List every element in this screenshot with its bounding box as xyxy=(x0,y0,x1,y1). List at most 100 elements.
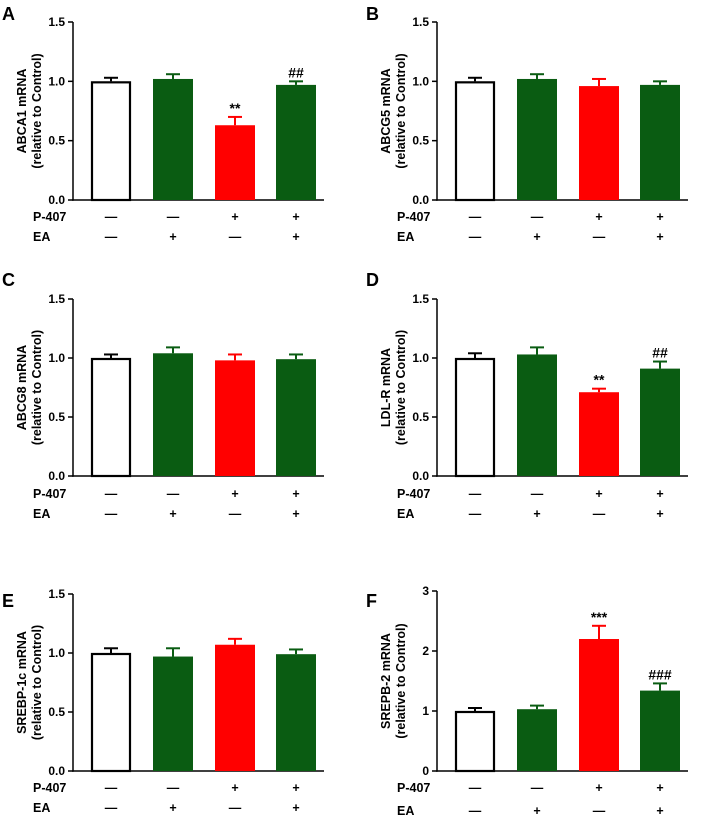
panel-letter: B xyxy=(366,4,379,24)
y-tick-label: 0.5 xyxy=(48,134,65,148)
condition-plus: + xyxy=(533,804,540,818)
condition-dash: — xyxy=(469,804,482,818)
chart-panel-a: A ABCA1 mRNA (relative to Control) 0.0 0.5 1.… xyxy=(2,4,324,244)
condition-plus: + xyxy=(656,210,663,224)
y-axis-label: ABCG8 mRNA xyxy=(15,345,29,430)
bar-p407 xyxy=(579,86,619,200)
panel-letter: C xyxy=(2,270,15,290)
chart-panel-b: B ABCG5 mRNA (relative to Control) 0.0 0.5 1.… xyxy=(366,4,688,244)
bar-p407 xyxy=(215,125,255,200)
y-axis-label: (relative to Control) xyxy=(30,330,44,445)
condition-dash: — xyxy=(167,781,180,795)
bar-control xyxy=(90,81,132,202)
condition-plus: + xyxy=(169,230,176,244)
y-tick-label: 1.0 xyxy=(412,74,429,88)
condition-row-label: EA xyxy=(33,230,50,244)
condition-dash: — xyxy=(531,210,544,224)
chart-panel-d: D LDL-R mRNA (relative to Control) 0.0 0.5 1.… xyxy=(366,270,688,521)
condition-plus: + xyxy=(656,781,663,795)
y-tick-label: 0.0 xyxy=(48,764,65,778)
condition-plus: + xyxy=(656,507,663,521)
y-axis-label: (relative to Control) xyxy=(394,330,408,445)
y-axis-label: ABCA1 mRNA xyxy=(15,69,29,154)
condition-dash: — xyxy=(531,781,544,795)
condition-dash: — xyxy=(229,801,242,815)
bar-ea xyxy=(517,78,557,200)
bar-ea xyxy=(153,353,193,476)
condition-plus: + xyxy=(231,781,238,795)
y-tick-label: 0.5 xyxy=(412,134,429,148)
condition-plus: + xyxy=(595,210,602,224)
condition-row-label: EA xyxy=(397,507,414,521)
significance-mark: ## xyxy=(288,64,304,80)
bar-ea xyxy=(517,354,557,476)
y-tick-label: 1.5 xyxy=(48,587,65,601)
condition-plus: + xyxy=(656,487,663,501)
y-axis-label: (relative to Control) xyxy=(394,53,408,168)
condition-dash: — xyxy=(469,487,482,501)
condition-row-label: P-407 xyxy=(397,487,430,501)
bar-p407 xyxy=(215,644,255,771)
bar-p407-ea xyxy=(276,359,316,476)
y-tick-label: 0.0 xyxy=(48,469,65,483)
condition-dash: — xyxy=(105,230,118,244)
condition-dash: — xyxy=(469,210,482,224)
condition-row-label: P-407 xyxy=(33,487,66,501)
condition-plus: + xyxy=(656,804,663,818)
y-tick-label: 1.0 xyxy=(48,74,65,88)
condition-dash: — xyxy=(167,487,180,501)
condition-row-label: EA xyxy=(33,507,50,521)
condition-plus: + xyxy=(292,507,299,521)
bar-control xyxy=(454,710,496,773)
y-tick-label: 2 xyxy=(422,644,429,658)
significance-mark: ## xyxy=(652,345,668,361)
bar-p407-ea xyxy=(276,654,316,771)
condition-dash: — xyxy=(105,210,118,224)
y-tick-label: 0.0 xyxy=(48,193,65,207)
significance-mark: ** xyxy=(594,372,605,388)
condition-dash: — xyxy=(593,507,606,521)
bar-ea xyxy=(153,78,193,200)
panel-letter: D xyxy=(366,270,379,290)
bar-p407 xyxy=(579,639,619,771)
condition-dash: — xyxy=(105,781,118,795)
condition-plus: + xyxy=(656,230,663,244)
condition-plus: + xyxy=(231,487,238,501)
condition-row-label: EA xyxy=(397,230,414,244)
condition-plus: + xyxy=(533,507,540,521)
condition-plus: + xyxy=(292,210,299,224)
bar-p407-ea xyxy=(640,84,680,200)
condition-dash: — xyxy=(593,230,606,244)
condition-dash: — xyxy=(531,487,544,501)
condition-dash: — xyxy=(469,781,482,795)
significance-mark: *** xyxy=(591,609,608,625)
condition-row-label: EA xyxy=(397,804,414,818)
panel-letter: F xyxy=(366,591,377,611)
bar-p407-ea xyxy=(640,368,680,476)
y-tick-label: 3 xyxy=(422,584,429,598)
condition-plus: + xyxy=(231,210,238,224)
condition-plus: + xyxy=(292,487,299,501)
chart-panel-f: F SREPB-2 mRNA (relative to Control) 0 1 2 3 **… xyxy=(366,584,688,818)
condition-plus: + xyxy=(595,487,602,501)
condition-row-label: P-407 xyxy=(33,781,66,795)
y-tick-label: 0 xyxy=(422,764,429,778)
condition-row-label: P-407 xyxy=(397,210,430,224)
condition-plus: + xyxy=(169,507,176,521)
condition-dash: — xyxy=(469,507,482,521)
condition-plus: + xyxy=(169,801,176,815)
y-tick-label: 1.5 xyxy=(412,15,429,29)
y-tick-label: 1.0 xyxy=(48,351,65,365)
y-tick-label: 0.5 xyxy=(48,705,65,719)
condition-dash: — xyxy=(229,507,242,521)
bar-control xyxy=(90,652,132,773)
condition-dash: — xyxy=(229,230,242,244)
condition-row-label: P-407 xyxy=(397,781,430,795)
bar-p407-ea xyxy=(640,690,680,771)
y-tick-label: 0.0 xyxy=(412,193,429,207)
y-tick-label: 1.5 xyxy=(48,292,65,306)
y-tick-label: 0.5 xyxy=(48,410,65,424)
condition-dash: — xyxy=(105,487,118,501)
condition-plus: + xyxy=(595,781,602,795)
